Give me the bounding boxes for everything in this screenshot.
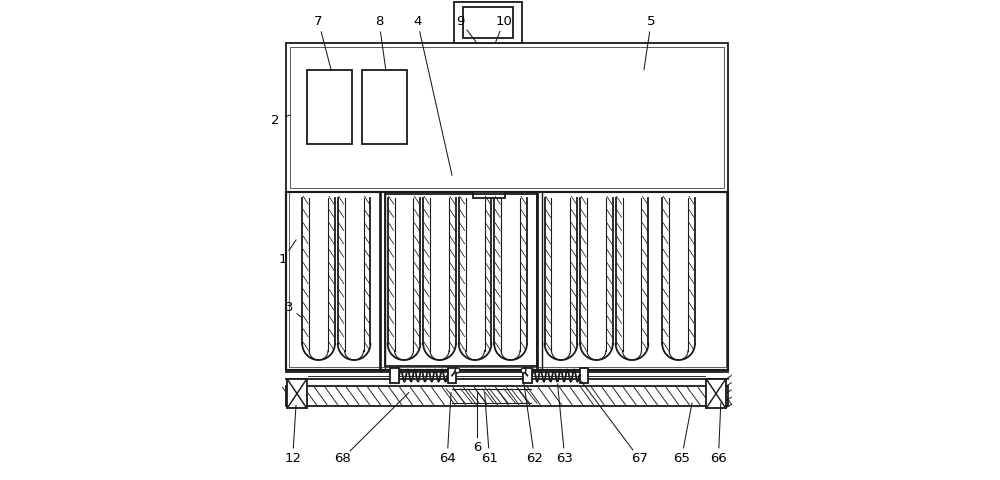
- Bar: [290, 47, 724, 188]
- Bar: [286, 192, 728, 370]
- Text: 67: 67: [631, 452, 648, 465]
- Bar: [385, 194, 537, 366]
- Bar: [706, 379, 726, 408]
- Bar: [463, 7, 513, 38]
- Text: 61: 61: [481, 452, 498, 465]
- Text: 10: 10: [495, 15, 512, 28]
- Text: 64: 64: [439, 452, 456, 465]
- Bar: [286, 386, 728, 406]
- Text: 1: 1: [279, 252, 287, 266]
- Text: 12: 12: [284, 452, 301, 465]
- Text: 66: 66: [710, 452, 727, 465]
- Text: 63: 63: [556, 452, 573, 465]
- Bar: [286, 43, 728, 192]
- Text: 62: 62: [526, 452, 543, 465]
- Text: 8: 8: [375, 15, 383, 28]
- Bar: [580, 369, 588, 383]
- Text: 68: 68: [334, 452, 351, 465]
- Bar: [307, 70, 352, 144]
- Bar: [362, 70, 407, 144]
- Bar: [473, 192, 505, 198]
- Bar: [289, 192, 726, 367]
- Text: 3: 3: [285, 300, 293, 314]
- Bar: [454, 2, 522, 43]
- Bar: [287, 379, 307, 408]
- Bar: [390, 369, 399, 383]
- Text: 6: 6: [473, 441, 481, 454]
- Text: 7: 7: [314, 15, 323, 28]
- Text: 2: 2: [271, 113, 280, 127]
- Text: 4: 4: [413, 15, 422, 28]
- Bar: [448, 369, 456, 383]
- Text: 9: 9: [456, 15, 465, 28]
- Text: 5: 5: [647, 15, 655, 28]
- Text: 65: 65: [673, 452, 690, 465]
- Bar: [523, 369, 532, 383]
